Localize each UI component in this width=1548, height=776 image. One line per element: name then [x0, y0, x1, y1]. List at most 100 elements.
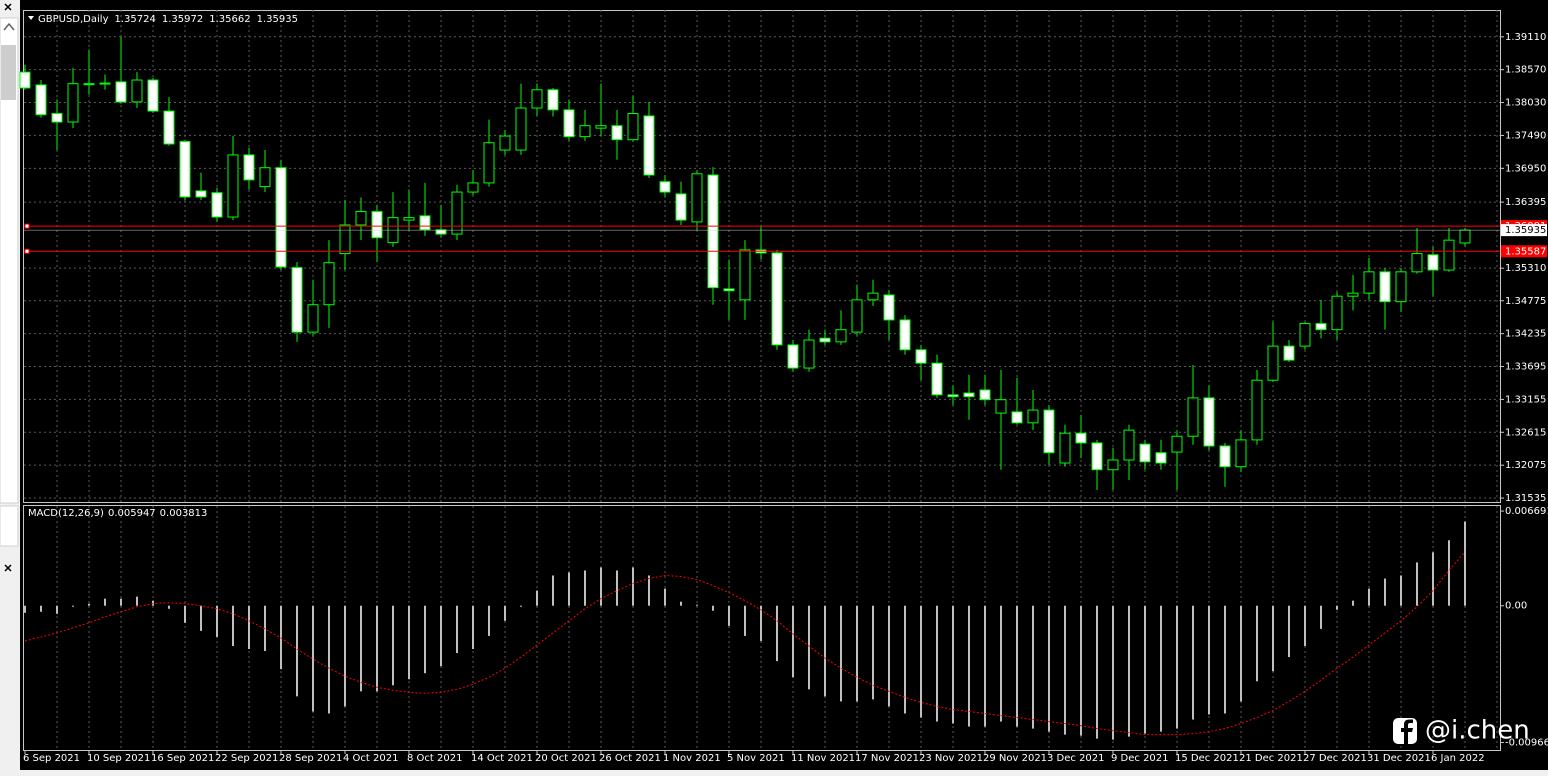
x-tick-label: 27 Dec 2021 [1303, 753, 1367, 764]
candle-body [1443, 239, 1455, 271]
ohlc-value: 1.35972 [162, 14, 203, 25]
candle-body [355, 211, 367, 226]
candle-body [531, 89, 543, 109]
x-tick-label: 11 Nov 2021 [791, 753, 855, 764]
x-tick-label: 16 Sep 2021 [151, 753, 214, 764]
x-tick-label: 28 Sep 2021 [279, 753, 342, 764]
candle-body [1251, 379, 1263, 441]
candle-body [1427, 254, 1439, 271]
y-tick-label: 1.33155 [1505, 394, 1546, 405]
candle-body [515, 107, 527, 151]
main-pane [23, 10, 1501, 503]
candle-body [1363, 271, 1375, 294]
candle-body [195, 190, 207, 198]
macd-value: 0.005947 [108, 508, 156, 519]
x-tick-label: 10 Sep 2021 [87, 753, 150, 764]
close-button[interactable] [4, 3, 12, 11]
candle-body [1139, 443, 1151, 463]
watermark: @i.chen [1393, 716, 1530, 746]
candle-body [867, 292, 879, 301]
candle-body [675, 193, 687, 221]
candle-body [979, 389, 991, 401]
candle-body [1331, 295, 1343, 331]
y-tick-label: 1.31535 [1505, 493, 1546, 504]
ohlc-value: 1.35935 [257, 14, 298, 25]
facebook-glyph [1401, 719, 1413, 744]
x-tick-label: 22 Sep 2021 [215, 753, 278, 764]
candle-body [835, 329, 847, 343]
y-tick-label: 1.36950 [1505, 163, 1546, 174]
candle-body [99, 82, 111, 85]
scroll-up[interactable] [3, 22, 15, 31]
close-button[interactable] [4, 564, 12, 572]
candle-body [883, 294, 895, 321]
price-label: 1.35935 [1505, 225, 1546, 236]
x-tick-label: 3 Dec 2021 [1047, 753, 1105, 764]
candle-body [1459, 229, 1471, 244]
candle-body [947, 394, 959, 398]
candle-body [499, 135, 511, 151]
candle-body [131, 79, 143, 103]
chart-header: GBPUSD,Daily 1.35724 1.35972 1.35662 1.35935 [38, 14, 298, 25]
macd-pane [23, 505, 1501, 751]
candle-body [1155, 452, 1167, 464]
x-tick-label: 6 Sep 2021 [23, 753, 80, 764]
candle-body [819, 337, 831, 343]
candle-body [163, 110, 175, 145]
scrollbar-thumb[interactable] [1, 45, 16, 100]
x-tick-label: 9 Dec 2021 [1111, 753, 1169, 764]
candle-body [323, 262, 335, 306]
candle-body [227, 154, 239, 218]
y-tick-label: -0.009667 [1505, 737, 1548, 748]
ohlc-value: 1.35724 [115, 14, 156, 25]
y-tick-label: 1.37490 [1505, 130, 1546, 141]
candle-body [787, 344, 799, 369]
y-tick-label: 1.38030 [1505, 98, 1546, 109]
candle-body [1267, 345, 1279, 381]
x-tick-label: 1 Nov 2021 [663, 753, 721, 764]
chart-title: GBPUSD,Daily [38, 14, 109, 25]
candle-body [739, 249, 751, 301]
candle-body [1027, 409, 1039, 424]
candle-body [1315, 323, 1327, 331]
candle-body [691, 173, 703, 223]
scrollbar[interactable] [0, 17, 19, 504]
x-tick-label: 14 Oct 2021 [471, 753, 533, 764]
candle-body [371, 211, 383, 239]
candle-body [723, 288, 735, 292]
candle-body [1075, 432, 1087, 444]
y-tick-label: 1.32615 [1505, 427, 1546, 438]
status-strip [0, 770, 1548, 776]
candle-body [1395, 271, 1407, 303]
candle-body [771, 252, 783, 346]
x-tick-label: 4 Oct 2021 [343, 753, 398, 764]
candle-body [899, 319, 911, 351]
candle-body [1283, 345, 1295, 361]
x-tick-label: 6 Jan 2022 [1431, 753, 1485, 764]
candle-body [803, 339, 815, 369]
grid [24, 10, 1500, 750]
indicator-title: MACD(12,26,9) [28, 508, 104, 519]
candle-body [179, 141, 191, 198]
y-tick-label: 1.34775 [1505, 296, 1546, 307]
candle-body [419, 215, 431, 231]
candle-body [627, 113, 639, 141]
candle-body [1219, 445, 1231, 468]
marks [19, 36, 1500, 740]
candle-body [1347, 292, 1359, 297]
candle-body [643, 115, 655, 176]
candle-body [291, 267, 303, 333]
candle-body [1203, 397, 1215, 447]
candle-body [611, 125, 623, 141]
x-tick-label: 23 Nov 2021 [919, 753, 983, 764]
scrollbar[interactable] [0, 505, 19, 547]
ohlc-value: 1.35662 [209, 14, 250, 25]
candle-body [1171, 435, 1183, 453]
candle-body [467, 182, 479, 193]
candle-body [451, 191, 463, 235]
candle-body [1043, 409, 1055, 454]
level-anchor [24, 248, 30, 254]
candle-body [915, 349, 927, 364]
